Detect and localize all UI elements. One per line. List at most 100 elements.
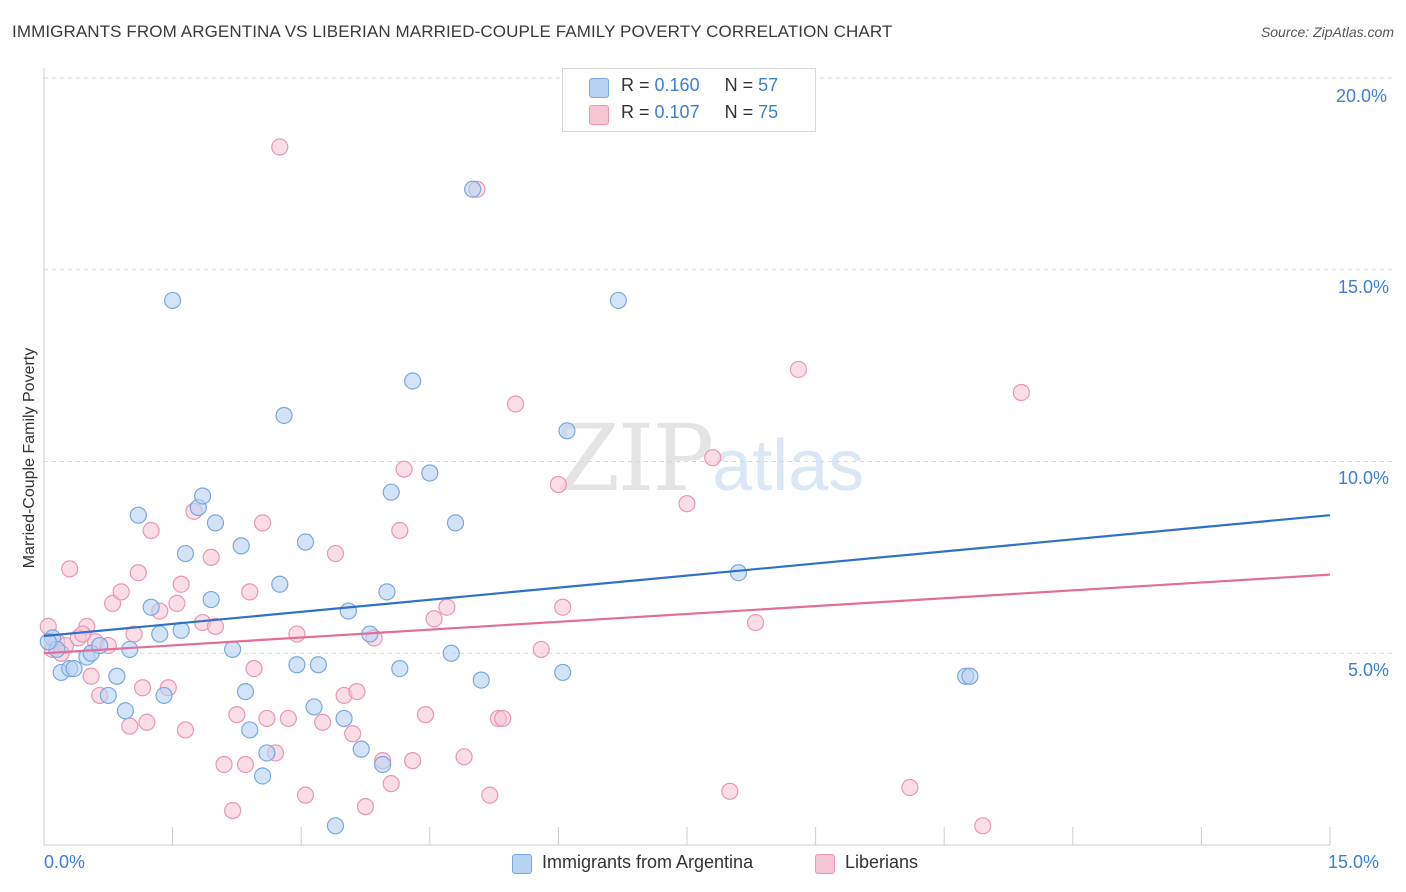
legend-swatch-pink [815, 854, 835, 874]
data-point-liberians [704, 449, 722, 467]
data-point-argentina [155, 686, 173, 705]
data-point-liberians [236, 755, 255, 774]
data-point-liberians [296, 786, 315, 804]
data-point-liberians [138, 713, 156, 731]
chart-title: IMMIGRANTS FROM ARGENTINA VS LIBERIAN MA… [12, 22, 893, 41]
data-point-argentina [554, 663, 572, 682]
data-point-argentina [164, 291, 182, 310]
data-point-liberians [395, 460, 413, 478]
correlation-legend: R = 0.160 N = 57 R = 0.107 N = 75 [562, 68, 816, 132]
data-point-argentina [961, 667, 979, 685]
data-point-liberians [455, 748, 473, 766]
data-point-argentina [472, 671, 490, 689]
data-point-argentina [254, 767, 272, 785]
data-point-liberians [678, 495, 696, 513]
data-point-liberians [554, 598, 572, 616]
data-point-liberians [494, 709, 512, 728]
data-point-liberians [241, 583, 259, 601]
trend-line-argentina [43, 514, 1331, 638]
data-point-argentina [374, 755, 392, 774]
x-tick-label-min: 0.0% [44, 852, 86, 872]
data-point-argentina [275, 406, 293, 425]
data-point-liberians [416, 706, 435, 724]
watermark-zip: ZIP [556, 405, 714, 512]
data-point-argentina [382, 483, 400, 501]
legend-swatch-blue [589, 78, 609, 98]
data-point-liberians [438, 598, 456, 616]
data-point-argentina [39, 633, 57, 651]
data-point-argentina [421, 464, 439, 482]
data-point-liberians [121, 717, 139, 735]
data-point-argentina [404, 372, 422, 390]
source-value: ZipAtlas.com [1313, 24, 1394, 40]
data-point-argentina [151, 625, 169, 643]
data-point-liberians [425, 610, 443, 628]
data-point-argentina [202, 590, 220, 609]
legend-row-text: R = 0.107 N = 75 [621, 102, 778, 123]
data-point-liberians [245, 659, 263, 678]
data-point-argentina [339, 602, 357, 620]
data-point-liberians [168, 594, 186, 612]
n-label: N = [724, 75, 754, 95]
legend-swatch-pink [589, 105, 609, 125]
data-point-argentina [352, 740, 370, 758]
data-point-liberians [224, 801, 242, 820]
data-point-argentina [194, 487, 212, 505]
data-point-argentina [609, 291, 628, 310]
data-point-argentina [464, 180, 482, 198]
data-point-argentina [258, 744, 276, 762]
data-point-liberians [258, 709, 276, 728]
data-point-argentina [142, 598, 160, 616]
data-point-argentina [378, 583, 396, 601]
data-point-liberians [746, 613, 765, 632]
data-point-liberians [254, 514, 272, 532]
legend-swatch-blue [512, 854, 532, 874]
data-point-argentina [206, 514, 225, 532]
legend-row-text: R = 0.160 N = 57 [621, 75, 778, 96]
data-point-liberians [288, 625, 306, 643]
data-point-liberians [279, 709, 297, 728]
data-point-liberians [73, 625, 92, 643]
data-point-liberians [129, 564, 147, 582]
data-point-liberians [506, 395, 525, 413]
data-point-liberians [391, 521, 409, 540]
data-point-argentina [129, 506, 147, 524]
data-point-liberians [326, 544, 345, 563]
r-label: R = [621, 102, 650, 122]
n-label: N = [724, 102, 754, 122]
data-point-liberians [901, 778, 919, 797]
data-point-liberians [789, 360, 808, 379]
watermark: ZIPatlas [556, 405, 864, 512]
data-point-argentina [442, 644, 460, 662]
data-point-liberians [356, 798, 375, 816]
data-point-argentina [729, 564, 748, 582]
data-point-liberians [532, 640, 550, 659]
data-point-liberians [202, 548, 220, 566]
data-point-argentina [391, 659, 409, 678]
data-point-liberians [348, 682, 366, 701]
data-point-argentina [65, 659, 83, 678]
data-point-liberians [271, 138, 289, 156]
data-point-argentina [558, 422, 576, 440]
legend-label-liberians: Liberians [845, 852, 919, 872]
r-label: R = [621, 75, 650, 95]
y-tick-label-5: 5.0% [1348, 660, 1390, 680]
data-point-argentina [224, 640, 242, 659]
data-point-argentina [236, 682, 255, 701]
y-tick-label-20: 20.0% [1336, 86, 1388, 106]
data-point-argentina [446, 514, 465, 532]
data-point-argentina [326, 817, 345, 835]
watermark-atlas: atlas [712, 426, 865, 506]
data-point-argentina [271, 575, 289, 593]
data-point-argentina [305, 698, 323, 716]
data-point-argentina [99, 686, 117, 705]
data-point-liberians [82, 667, 100, 685]
data-point-liberians [404, 752, 422, 770]
y-tick-label-15: 15.0% [1338, 277, 1390, 297]
n-value: 75 [758, 102, 779, 122]
n-value: 57 [758, 75, 779, 95]
data-point-argentina [335, 709, 353, 728]
data-point-liberians [314, 713, 332, 731]
data-point-liberians [112, 583, 130, 601]
